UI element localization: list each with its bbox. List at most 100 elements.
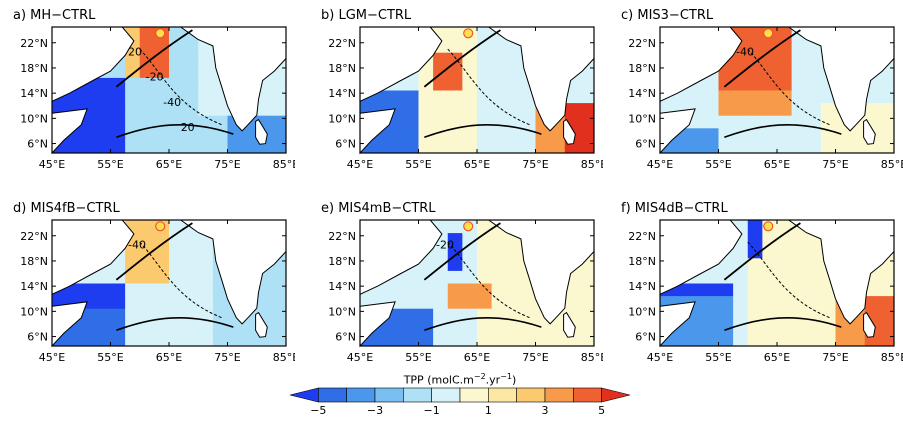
- land-polygon: [487, 26, 595, 132]
- shading-cell: [718, 64, 734, 78]
- lon-label: 85°E: [581, 158, 603, 171]
- shading-cell: [169, 90, 185, 104]
- shading-cell: [535, 333, 551, 347]
- shading-cell: [579, 320, 595, 334]
- shading-cell: [110, 257, 126, 271]
- colorbar-bin: [601, 387, 631, 403]
- shading-cell: [806, 283, 822, 297]
- lat-label: 6°N: [335, 331, 356, 344]
- contour-label: -20: [146, 71, 164, 84]
- shading-cell: [242, 320, 258, 334]
- shading-cell: [747, 102, 763, 116]
- shading-cell: [777, 102, 793, 116]
- lon-label: 65°E: [156, 158, 182, 171]
- shading-cell: [198, 257, 214, 271]
- map-panel: -20 22°N 18°N 14°N 10°N 6°N 45°E 55°E 65°E 75°E 85…: [313, 198, 603, 388]
- shading-cell: [506, 140, 522, 154]
- shading-cell: [81, 308, 97, 322]
- lon-label: 45°E: [39, 158, 65, 171]
- shading-cell: [154, 333, 170, 347]
- shading-cell: [433, 64, 449, 78]
- shading-cell: [403, 308, 419, 322]
- shading-cell: [535, 127, 551, 141]
- shading-cell: [689, 333, 705, 347]
- shading-cell: [806, 102, 822, 116]
- shading-cell: [81, 283, 97, 297]
- shading-cell: [879, 295, 895, 309]
- shading-cell: [183, 127, 199, 141]
- shading-cell: [491, 77, 507, 91]
- land-polygon: [863, 311, 876, 338]
- shading-cell: [139, 308, 155, 322]
- shading-cell: [433, 52, 449, 66]
- shading-cell: [462, 64, 478, 78]
- shading-cell: [418, 140, 434, 154]
- shading-cell: [212, 333, 228, 347]
- shading-cell: [271, 102, 287, 116]
- shading-cell: [154, 257, 170, 271]
- shading-cell: [462, 77, 478, 91]
- shading-cell: [791, 39, 807, 53]
- colorbar-bin: [544, 387, 574, 403]
- colorbar-tick-label: −3: [367, 404, 383, 417]
- shading-cell: [110, 270, 126, 284]
- shading-cell: [477, 102, 493, 116]
- contour-line: [424, 123, 542, 139]
- shading-cell: [154, 77, 170, 91]
- shading-cell: [491, 39, 507, 53]
- lon-label: 55°E: [705, 158, 731, 171]
- site-marker: [155, 221, 166, 232]
- map-svg: 22°N 18°N 14°N 10°N 6°N 45°E 55°E 65°E 75°E 85°E: [328, 26, 603, 171]
- shading-cell: [95, 140, 111, 154]
- shading-cell: [703, 140, 719, 154]
- shading-cell: [762, 127, 778, 141]
- shading-cell: [418, 102, 434, 116]
- shading-cell: [271, 127, 287, 141]
- shading-cell: [506, 102, 522, 116]
- colorbar-bin: [403, 387, 432, 403]
- land-polygon: [255, 311, 268, 338]
- shading-cell: [183, 52, 199, 66]
- shading-cell: [477, 77, 493, 91]
- shading-cell: [433, 140, 449, 154]
- shading-cell: [762, 295, 778, 309]
- shading-cell: [418, 77, 434, 91]
- shading-cell: [154, 283, 170, 297]
- shading-cell: [403, 283, 419, 297]
- shading-cell: [506, 270, 522, 284]
- shading-cell: [520, 333, 536, 347]
- shading-cell: [747, 232, 763, 246]
- shading-cell: [550, 127, 566, 141]
- colorbar-title-variable: TPP: [403, 373, 424, 387]
- shading-cell: [95, 320, 111, 334]
- map-panel: 20 -20 -40 20 22°N 18°N 14°N 10°N 6°N 45°E 55°E 65°…: [5, 5, 295, 195]
- shading-cell: [777, 64, 793, 78]
- shading-cell: [418, 127, 434, 141]
- shading-cell: [477, 295, 493, 309]
- shading-cell: [762, 90, 778, 104]
- shading-cell: [477, 127, 493, 141]
- shading-cell: [689, 127, 705, 141]
- shading-cell: [791, 270, 807, 284]
- shading-cell: [506, 90, 522, 104]
- shading-cell: [212, 140, 228, 154]
- shading-cell: [462, 257, 478, 271]
- shading-cell: [169, 257, 185, 271]
- map-svg: 22°N 18°N 14°N 10°N 6°N 45°E 55°E 65°E 75°E 85°E: [628, 219, 903, 364]
- shading-cell: [198, 320, 214, 334]
- shading-cell: [169, 77, 185, 91]
- shading-cell: [477, 257, 493, 271]
- shading-cell: [198, 90, 214, 104]
- map-svg: -40 22°N 18°N 14°N 10°N 6°N 45°E 55°E 65°E 75°E 85…: [20, 219, 295, 364]
- shading-cell: [747, 220, 763, 234]
- lat-label: 10°N: [20, 112, 48, 125]
- shading-cell: [703, 270, 719, 284]
- shading-cell: [447, 115, 463, 129]
- land-polygon: [487, 219, 595, 325]
- shading-cell: [183, 140, 199, 154]
- shading-cell: [447, 102, 463, 116]
- shading-cell: [791, 320, 807, 334]
- shading-cell: [183, 39, 199, 53]
- lon-label: 65°E: [764, 351, 790, 364]
- shading-cell: [95, 115, 111, 129]
